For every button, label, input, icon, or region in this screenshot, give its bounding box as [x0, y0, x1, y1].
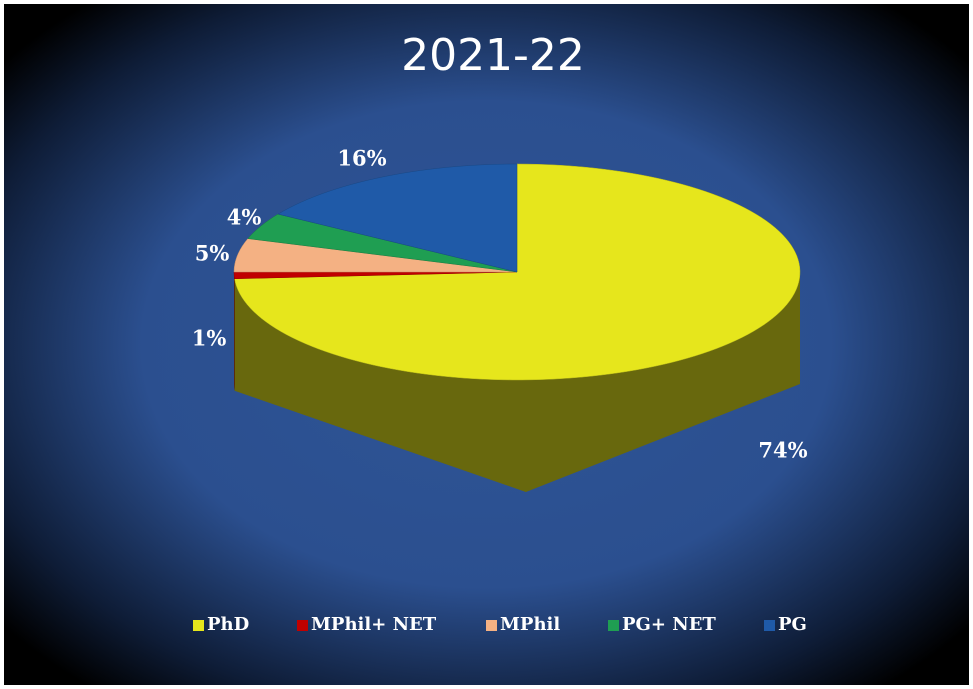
data-label: 16%: [337, 146, 386, 171]
pie-slice: [233, 238, 518, 273]
legend-swatch: [764, 620, 775, 631]
legend-swatch: [608, 620, 619, 631]
legend-label: MPhil+ NET: [311, 614, 437, 635]
pie-side: [234, 272, 235, 391]
pie-side: [234, 272, 800, 492]
data-label: 1%: [192, 326, 227, 351]
data-label: 74%: [758, 438, 807, 463]
legend-swatch: [193, 620, 204, 631]
data-label: 5%: [195, 241, 230, 266]
pie-slice: [247, 213, 518, 273]
chart-title: 2021-22: [401, 30, 585, 81]
pie-slice: [234, 163, 801, 381]
legend-swatch: [297, 620, 308, 631]
legend-label: PG: [778, 614, 807, 635]
legend-label: PG+ NET: [622, 614, 716, 635]
data-label: 4%: [227, 205, 262, 230]
legend-label: MPhil: [500, 614, 560, 635]
pie-slice: [277, 163, 518, 273]
legend-swatch: [486, 620, 497, 631]
legend-label: PhD: [207, 614, 249, 635]
